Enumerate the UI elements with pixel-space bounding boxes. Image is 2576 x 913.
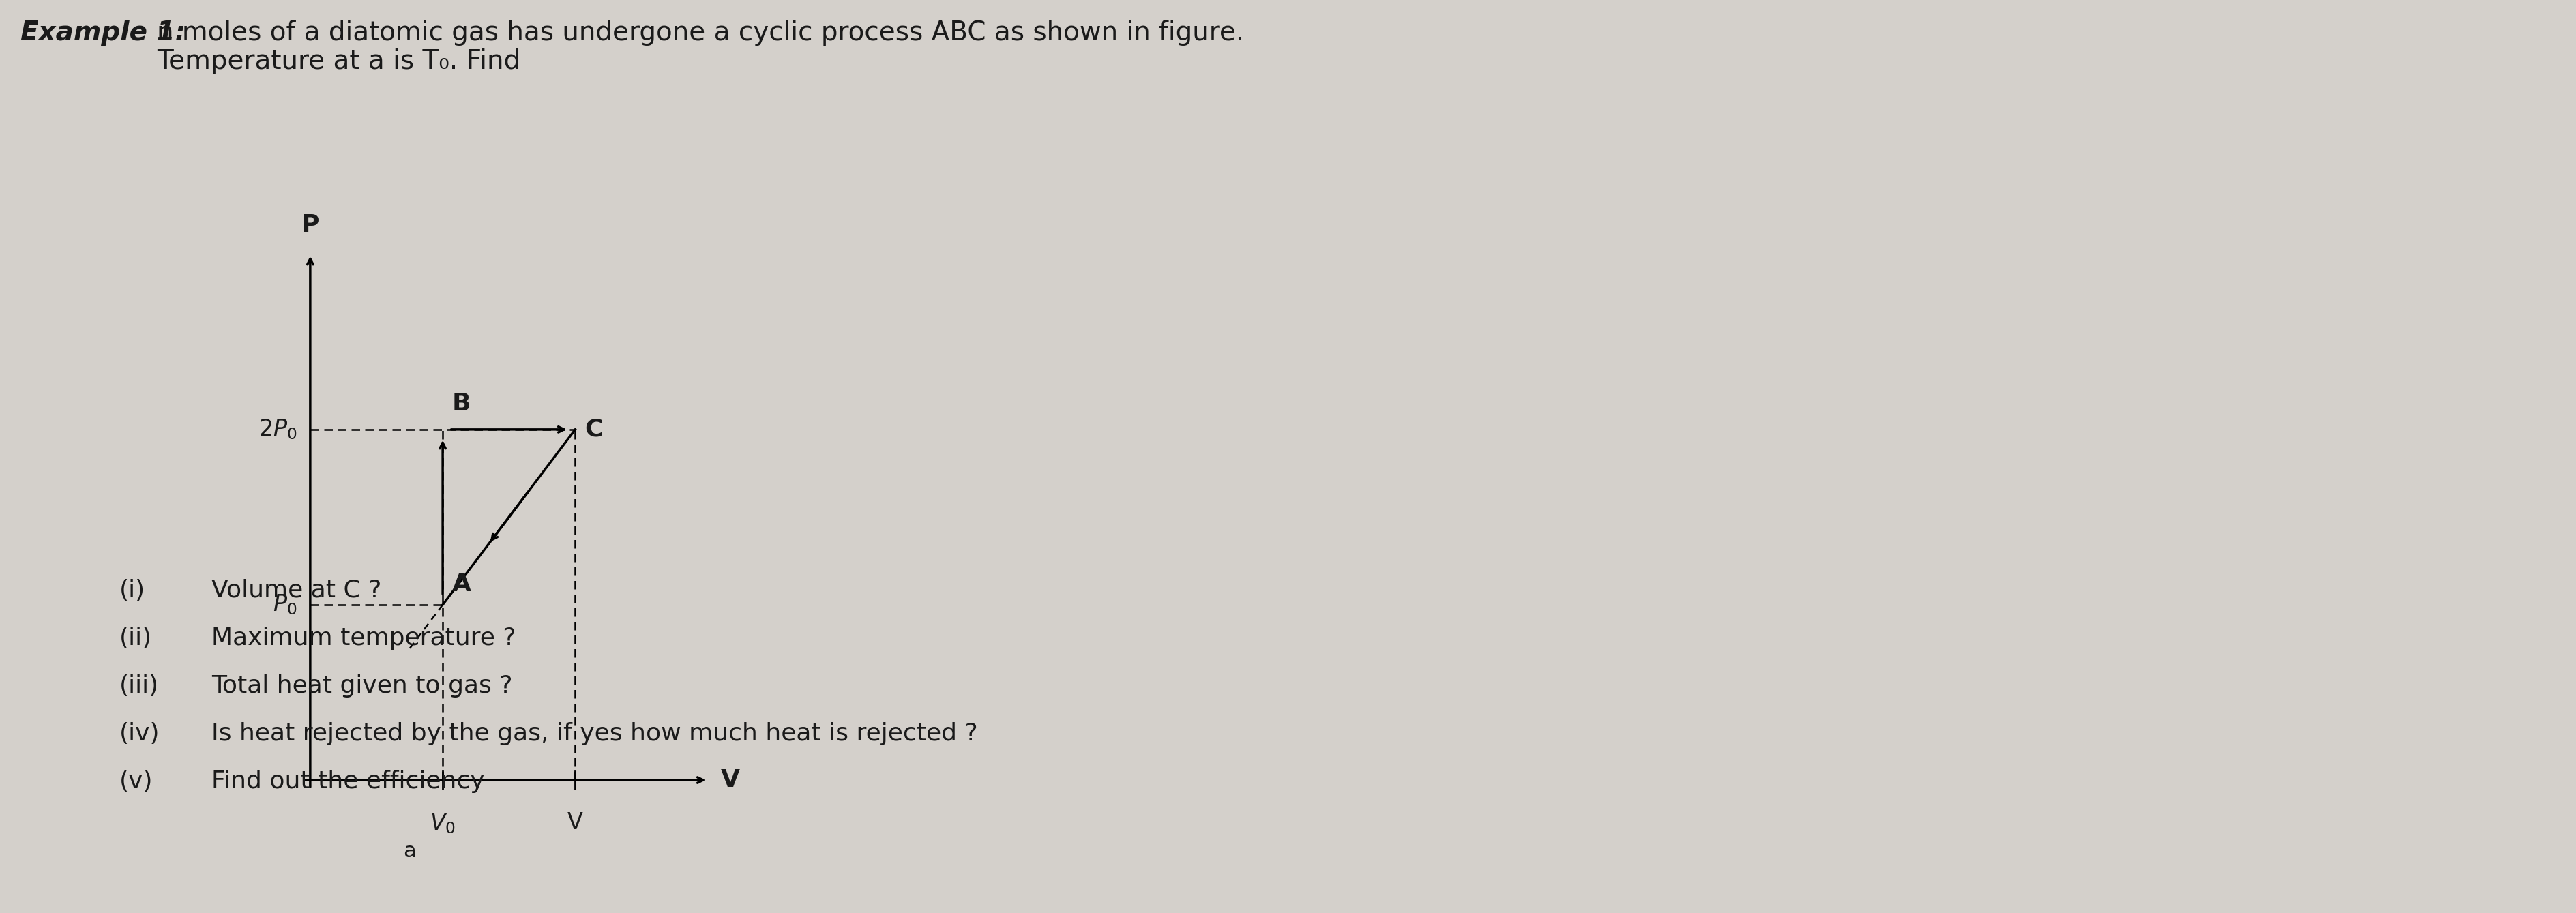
Text: Maximum temperature ?: Maximum temperature ?: [211, 626, 515, 650]
Text: n moles of a diatomic gas has undergone a cyclic process ABC as shown in figure.: n moles of a diatomic gas has undergone …: [157, 20, 1244, 46]
Text: Temperature at a is T₀. Find: Temperature at a is T₀. Find: [157, 48, 520, 74]
Text: $P_0$: $P_0$: [273, 593, 296, 616]
Text: (iv): (iv): [118, 722, 160, 745]
Text: V: V: [567, 812, 582, 834]
Text: Find out the efficiency: Find out the efficiency: [211, 770, 484, 793]
Text: (iii): (iii): [118, 675, 160, 698]
Text: C: C: [585, 418, 603, 441]
Text: B: B: [451, 393, 471, 415]
Text: Example 1:: Example 1:: [21, 20, 185, 46]
Text: P: P: [301, 214, 319, 236]
Text: A: A: [451, 572, 471, 596]
Text: V: V: [721, 769, 739, 792]
Text: Total heat given to gas ?: Total heat given to gas ?: [211, 675, 513, 698]
Text: (i): (i): [118, 579, 144, 602]
Text: $V_0$: $V_0$: [430, 812, 456, 835]
Text: a: a: [404, 842, 415, 861]
Text: (ii): (ii): [118, 626, 152, 650]
Text: (v): (v): [118, 770, 152, 793]
Text: Volume at C ?: Volume at C ?: [211, 579, 381, 602]
Text: $2P_0$: $2P_0$: [258, 417, 296, 441]
Text: Is heat rejected by the gas, if yes how much heat is rejected ?: Is heat rejected by the gas, if yes how …: [211, 722, 979, 745]
